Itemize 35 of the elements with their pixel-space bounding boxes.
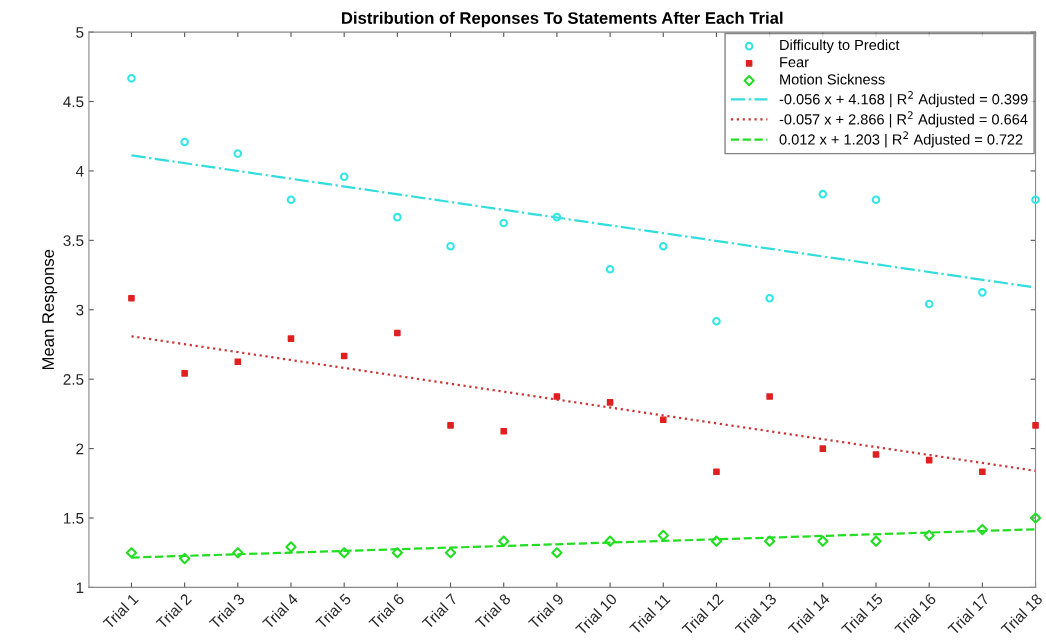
y-tick-label: 2.5	[63, 374, 84, 385]
x-tick-label: Trial 8	[474, 592, 512, 630]
y-tick-label: 2	[76, 443, 84, 455]
chart-title: Distribution of Reponses To Statements After Each Trial	[342, 11, 783, 28]
x-tick-label: Trial 15	[840, 592, 884, 636]
legend-label: -0.056 x + 4.168 | R$^{2}$ Adjusted = 0.399	[779, 91, 1028, 108]
y-tick-label: 4.5	[63, 96, 84, 108]
x-tick-label: Trial 5	[314, 592, 352, 630]
x-tick-label: Trial 3	[208, 592, 246, 630]
legend-label: -0.057 x + 2.866 | R$^{2}$ Adjusted = 0.664	[779, 111, 1028, 128]
legend-label: Motion Sickness	[780, 73, 885, 85]
y-tick-label: 1.5	[63, 513, 84, 524]
x-tick-label: Trial 12	[681, 592, 724, 636]
legend-label: Fear	[780, 57, 809, 68]
x-tick-label: Trial 13	[734, 592, 778, 636]
y-tick-label: 3	[76, 304, 84, 316]
legend-label: Difficulty to Predict	[780, 39, 900, 53]
x-tick-label: Trial 14	[787, 592, 831, 636]
x-tick-label: Trial 11	[628, 592, 671, 635]
y-tick-label: 4	[75, 165, 84, 177]
x-tick-label: Trial 18	[1000, 592, 1044, 636]
y-tick-label: 5	[76, 27, 84, 38]
y-tick-label: 3.5	[63, 235, 84, 247]
x-tick-label: Trial 4	[261, 592, 299, 630]
x-tick-label: Trial 1	[102, 592, 139, 630]
x-tick-label: Trial 2	[155, 592, 193, 630]
x-tick-label: Trial 16	[893, 592, 937, 636]
x-tick-label: Trial 9	[527, 592, 565, 630]
legend-label: 0.012 x + 1.203 | R$^{2}$ Adjusted = 0.722	[779, 131, 1023, 148]
x-tick-label: Trial 6	[368, 592, 405, 630]
x-tick-label: Trial 17	[946, 592, 990, 636]
y-axis-title: Mean Response	[42, 249, 58, 370]
x-tick-label: Trial 10	[574, 592, 618, 636]
y-tick-label: 1	[76, 582, 84, 593]
x-tick-label: Trial 7	[421, 592, 458, 630]
